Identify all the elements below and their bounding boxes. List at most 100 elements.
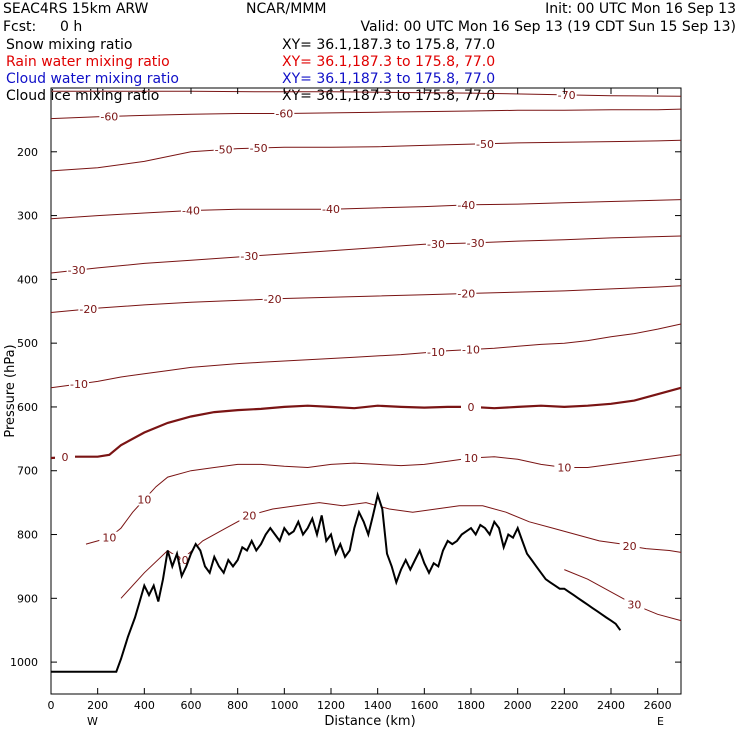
x-axis-label: Distance (km) (324, 714, 415, 729)
field-xy: XY= 36.1,187.3 to 175.8, 77.0 (282, 54, 495, 70)
terrain-layer (51, 491, 622, 673)
x-tick-label: 200 (87, 699, 108, 712)
isotherm-label: -30 (467, 237, 485, 250)
isotherm-label-bg (99, 531, 120, 544)
isotherm-label-bg (55, 451, 75, 464)
isotherm-label: 10 (464, 452, 478, 465)
x-tick-label: 1400 (364, 699, 392, 712)
plot-frame (50, 87, 682, 695)
isotherm-label-bg (262, 292, 283, 305)
y-tick-label: 200 (17, 146, 38, 159)
x-tick-label: 2000 (504, 699, 532, 712)
isotherm-label-bg (465, 236, 486, 249)
x-tick-label: 2200 (550, 699, 578, 712)
isotherm-label: -30 (68, 264, 86, 277)
x-tick-label: 1800 (457, 699, 485, 712)
isotherm-label-bg (426, 237, 446, 250)
isotherm-line (564, 569, 682, 622)
y-tick-label: 300 (17, 210, 38, 223)
x-tick-label: 0 (48, 699, 55, 712)
valid-time: Valid: 00 UTC Mon 16 Sep 13 (19 CDT Sun … (361, 19, 736, 35)
field-name: Cloud ice mixing ratio (6, 88, 159, 104)
isotherm-label-bg (213, 143, 234, 156)
isotherm-label: 0 (468, 401, 475, 414)
isotherm-line (50, 139, 682, 172)
field-name: Snow mixing ratio (6, 37, 132, 53)
center-label: NCAR/MMM (246, 1, 327, 17)
x-tick-label: 2600 (644, 699, 672, 712)
fcst-value: 0 h (60, 19, 82, 35)
isotherm-label-bg (624, 598, 645, 611)
isotherm-label: 10 (102, 532, 116, 545)
x-tick-label: 400 (134, 699, 155, 712)
isotherm-label-bg (456, 198, 477, 211)
y-tick-label: 400 (17, 273, 38, 286)
isotherm-label-bg (248, 142, 269, 155)
isotherm-label: 0 (62, 451, 69, 464)
y-tick-label: 900 (17, 592, 38, 605)
terrain-fill (51, 495, 621, 672)
isotherm-label: -40 (182, 204, 200, 217)
y-tick-label: 1000 (10, 656, 38, 669)
isotherm-label-bg (239, 250, 260, 263)
y-tick-label: 800 (17, 529, 38, 542)
isotherm-label-bg (69, 377, 89, 390)
isotherm-label: -70 (558, 89, 576, 102)
isotherm-line (50, 285, 682, 313)
isotherm-label: -10 (70, 378, 88, 391)
isotherm-label: 20 (623, 540, 637, 553)
x-tick-label: 800 (227, 699, 248, 712)
east-label: E (657, 715, 664, 728)
isotherm-label: -30 (240, 250, 258, 263)
isotherm-label-bg (321, 203, 341, 216)
field-name: Rain water mixing ratio (6, 54, 170, 70)
isotherm-label: 10 (137, 493, 151, 506)
isotherm-line (50, 108, 682, 120)
isotherm-label-bg (78, 302, 99, 315)
isotherm-label-bg (619, 540, 640, 553)
field-legend: Snow mixing ratio XY= 36.1,187.3 to 175.8… (6, 37, 495, 104)
isotherm-label-bg (461, 343, 481, 356)
x-tick-label: 1600 (410, 699, 438, 712)
isotherm-label: -40 (322, 203, 340, 216)
model-title: SEAC4RS 15km ARW (3, 1, 149, 17)
isotherm-label-bg (461, 451, 481, 464)
isotherm-line (50, 235, 682, 274)
y-tick-label: 500 (17, 337, 38, 350)
isotherm-label-bg (181, 204, 201, 217)
isotherm-label-bg (456, 287, 477, 300)
isotherm-label: -50 (476, 138, 494, 151)
isotherm-label: 20 (242, 509, 256, 522)
x-tick-label: 1200 (317, 699, 345, 712)
isotherm-label: -50 (215, 144, 233, 157)
isotherm-label: -20 (457, 288, 475, 301)
isotherm-label: 10 (557, 462, 571, 475)
isotherm-label: -40 (457, 199, 475, 212)
isotherm-line (50, 323, 682, 389)
fcst-label: Fcst: (3, 19, 36, 35)
x-tick-label: 1000 (270, 699, 298, 712)
isotherm-label: -20 (264, 293, 282, 306)
isotherm-label: -30 (427, 238, 445, 251)
init-time: Init: 00 UTC Mon 16 Sep 13 (545, 1, 736, 17)
isotherm-label-bg (134, 493, 155, 506)
y-tick-label: 600 (17, 401, 38, 414)
isotherm-label-bg (274, 107, 295, 120)
field-name: Cloud water mixing ratio (6, 71, 179, 87)
isotherm-label: -50 (250, 142, 268, 155)
axes: 0 200 400 600 800 1000 1200 1400 1600 1800 2000 220… (10, 88, 681, 712)
terrain-line (51, 491, 622, 673)
y-tick-label: 700 (17, 465, 38, 478)
isotherm-line (50, 199, 682, 220)
isotherm-label: -60 (100, 110, 118, 123)
isotherm-label-bg (554, 461, 575, 474)
isotherm-label: 30 (627, 599, 641, 612)
isotherm-label-bg (461, 400, 481, 413)
isotherm-label: -10 (462, 344, 480, 357)
isotherm-label: -20 (79, 303, 97, 316)
isotherm-label: -10 (427, 346, 445, 359)
isotherm-label-bg (475, 137, 495, 150)
y-axis-label: Pressure (hPa) (3, 344, 18, 437)
